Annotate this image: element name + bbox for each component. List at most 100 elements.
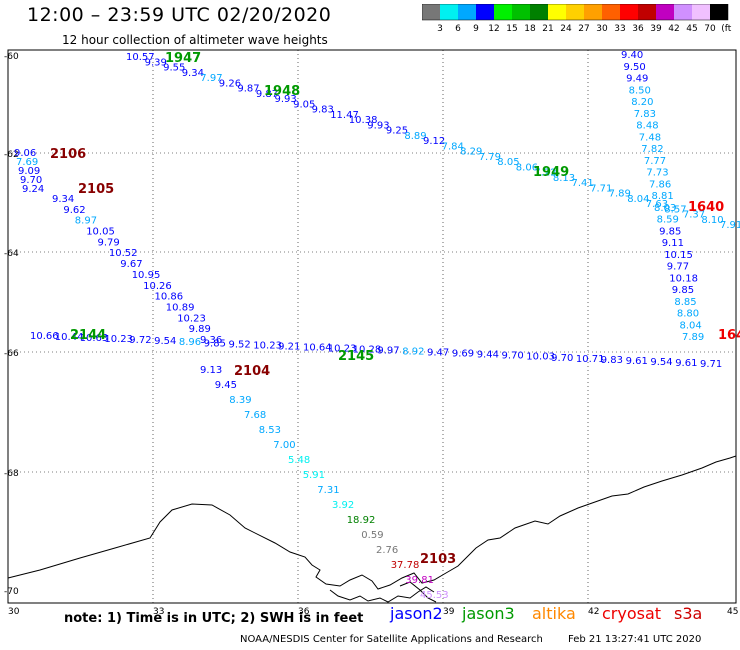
wave-height-value: 9.71 [700,359,722,370]
wave-height-value: 9.87 [237,84,259,95]
wave-height-value: 9.55 [163,63,185,74]
wave-height-value: 9.40 [621,50,643,61]
colorbar-swatch [674,4,692,20]
pass-time-label: 1640 [718,328,740,343]
wave-height-value: 9.39 [145,57,167,68]
wave-height-value: 8.03 [654,203,676,214]
wave-height-value: 7.69 [16,157,38,168]
wave-height-value: 9.70 [502,351,524,362]
wave-height-value: 9.89 [189,324,211,335]
longitude-tick-label: 45 [727,607,738,617]
wave-height-value: 10.64 [303,342,332,353]
wave-height-value: 10.44 [55,332,84,343]
wave-height-value: 7.84 [442,141,464,152]
wave-height-value: 9.83 [312,105,334,116]
wave-height-value: 9.24 [22,184,44,195]
colorbar-swatch [602,4,620,20]
colorbar-label: (ft) [721,24,732,34]
colorbar-outline [422,4,729,21]
antarctic-coastline [7,455,737,590]
longitude-tick-label: 39 [443,607,455,617]
wave-height-value: 9.13 [200,365,222,376]
colorbar-swatch [422,4,440,20]
wave-height-value: 9.93 [367,120,389,131]
wave-height-value: 8.04 [680,320,702,331]
wave-height-value: 8.81 [652,191,674,202]
colorbar-label: 33 [614,24,625,34]
colorbar-label: 70 [704,24,716,34]
longitude-tick-label: 36 [298,607,310,617]
wave-height-value: 9.34 [182,68,204,79]
longitude-tick-label: 30 [8,607,20,617]
colorbar-label: 42 [668,24,679,34]
map-subtitle: 12 hour collection of altimeter wave hei… [62,33,328,47]
wave-height-value: 10.23 [177,313,206,324]
coast-inlet-2 [399,581,437,603]
colorbar-label: 24 [560,24,572,34]
wave-height-value: 9.70 [20,175,42,186]
colorbar-label: 18 [524,24,536,34]
wave-height-value: 18.92 [347,515,376,526]
colorbar-swatch [710,4,728,20]
colorbar-label: 30 [596,24,608,34]
wave-height-value: 10.66 [30,331,59,342]
wave-height-value: 8.85 [674,297,696,308]
pass-time-label: 2106 [50,147,86,162]
wave-height-value: 7.89 [609,189,631,200]
wave-height-value: 2.76 [376,545,398,556]
wave-height-value: 10.03 [526,352,555,363]
wave-height-value: 9.52 [229,339,251,350]
wave-height-value: 9.54 [650,357,672,368]
colorbar-label: 39 [650,24,662,34]
colorbar-label: 27 [578,24,589,34]
wave-height-value: 0.59 [361,530,383,541]
wave-height-value: 8.39 [229,395,251,406]
coast-inlet [329,586,435,603]
wave-height-value: 10.86 [155,292,184,303]
colorbar-swatch [530,4,548,20]
colorbar-swatch [656,4,674,20]
latitude-tick-label: -68 [4,469,19,479]
wave-height-value: 10.52 [109,248,138,259]
colorbar-label: 45 [686,24,697,34]
wave-height-value: 9.69 [452,349,474,360]
axis-labels: -60 -62 -64 -66 -68 -70 30 33 36 39 42 45 [4,52,738,617]
wave-height-value: 39.81 [405,575,434,586]
wave-height-value: 8.05 [497,157,519,168]
wave-height-value: 10.18 [669,273,698,284]
satellite-altika: altika [532,604,576,623]
colorbar-label: 15 [506,24,517,34]
wave-height-value: 10.26 [143,281,172,292]
wave-height-value: 9.36 [200,335,222,346]
wave-height-value: 9.61 [626,356,648,367]
wave-height-value: 9.85 [204,338,226,349]
wave-height-value: 9.25 [386,126,408,137]
wave-height-value: 10.89 [166,303,195,314]
wave-height-value: 9.05 [293,99,315,110]
pass-time-label: 1640 [688,200,724,215]
wave-height-value: 9.26 [219,78,241,89]
wave-height-value: 10.71 [576,354,605,365]
wave-height-value: 7.79 [479,152,501,163]
wave-height-value: 8.96 [179,337,201,348]
latitude-tick-label: -60 [4,52,19,62]
map-frame [7,49,737,604]
wave-height-value: 7.89 [682,332,704,343]
wave-height-value: 5.48 [288,455,310,466]
wave-height-value: 9.49 [626,74,648,85]
wave-height-value: 8.53 [259,425,281,436]
wave-height-value: 10.23 [328,343,357,354]
wave-height-value: 8.13 [553,173,575,184]
colorbar-swatch [494,4,512,20]
wave-height-value: 10.23 [104,334,133,345]
wave-height-value: 9.06 [14,148,36,159]
colorbar-swatch [476,4,494,20]
credit-line: NOAA/NESDIS Center for Satellite Applica… [240,634,701,645]
timestamp: Feb 21 13:27:41 UTC 2020 [568,634,702,645]
wave-height-value: 10.05 [86,227,115,238]
wave-height-value: 9.97 [377,346,399,357]
wave-height-value: 9.54 [154,336,176,347]
wave-height-value: 11.47 [330,110,359,121]
